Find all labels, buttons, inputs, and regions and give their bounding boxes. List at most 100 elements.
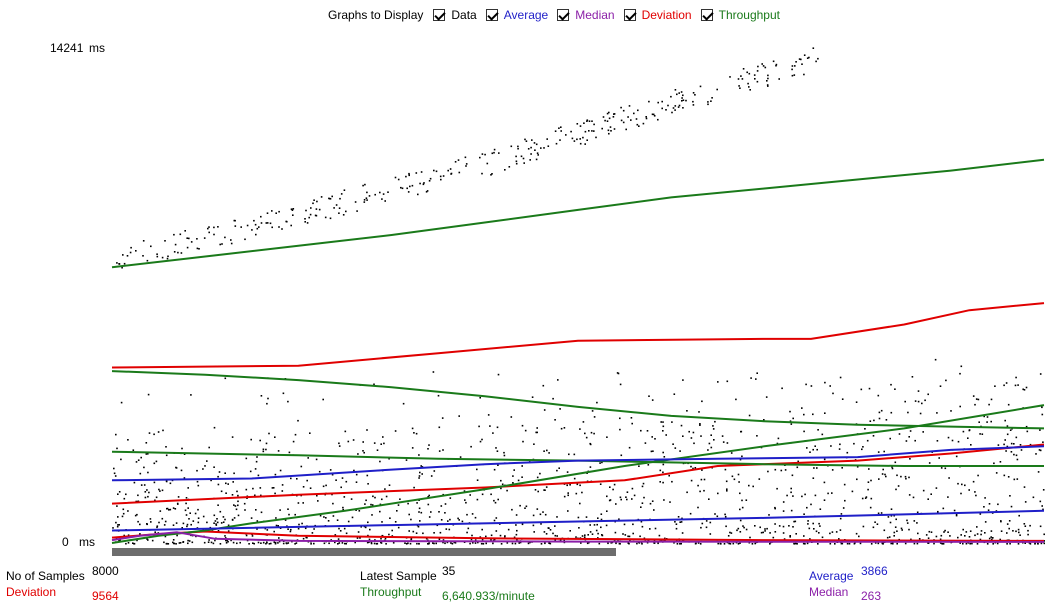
data-toggle[interactable]: Data: [433, 8, 477, 22]
data-point: [379, 510, 381, 513]
data-point: [939, 538, 942, 541]
data-point: [742, 68, 745, 70]
data-point: [924, 399, 926, 402]
data-point: [517, 147, 519, 150]
data-point: [917, 400, 920, 403]
data-point: [747, 82, 749, 85]
data-point: [256, 456, 258, 458]
throughput-toggle[interactable]: Throughput: [700, 8, 780, 22]
data-point: [812, 413, 814, 416]
data-point: [556, 469, 558, 472]
throughput-checkbox-icon[interactable]: [700, 9, 713, 21]
data-point: [576, 138, 578, 141]
data-point: [778, 525, 781, 527]
data-point: [363, 201, 366, 203]
data-point: [329, 197, 331, 200]
data-point: [521, 465, 523, 467]
data-point: [355, 473, 358, 476]
data-point: [519, 504, 521, 507]
data-point: [113, 472, 116, 475]
data-point: [712, 425, 714, 427]
data-point: [774, 506, 776, 509]
data-point: [759, 526, 761, 529]
data-point: [425, 191, 428, 193]
average-checkbox-icon[interactable]: [485, 9, 498, 21]
data-point: [641, 485, 644, 488]
data-point: [332, 502, 334, 505]
data-point: [589, 524, 591, 526]
data-point: [146, 538, 148, 540]
data-point: [245, 457, 248, 460]
data-point: [342, 508, 344, 511]
data-point: [328, 197, 330, 200]
data-point: [801, 495, 803, 498]
data-point: [146, 523, 148, 525]
data-point: [379, 460, 381, 463]
data-point: [181, 447, 183, 450]
data-point: [304, 221, 306, 223]
data-point: [481, 528, 483, 531]
data-point: [313, 528, 315, 530]
data-point: [917, 532, 919, 535]
data-point: [983, 415, 985, 418]
data-point: [399, 498, 401, 500]
data-point: [815, 530, 818, 533]
data-point: [549, 542, 552, 545]
data-point: [625, 128, 627, 131]
data-point: [382, 193, 385, 195]
data-point: [959, 405, 961, 408]
data-point: [585, 436, 588, 439]
data-point: [430, 475, 433, 477]
data-point: [597, 537, 599, 539]
data-point: [972, 480, 975, 483]
data-point: [925, 534, 928, 536]
data-point: [627, 116, 629, 118]
data-point: [273, 541, 276, 543]
data-point: [512, 475, 514, 477]
data-point: [794, 65, 796, 67]
data-point: [986, 416, 989, 418]
data-point: [459, 456, 462, 458]
data-point: [405, 175, 407, 178]
data-point: [943, 531, 945, 533]
data-point: [750, 377, 752, 379]
data-point: [579, 484, 581, 487]
data-point: [630, 417, 633, 419]
data-point: [540, 523, 542, 525]
graph-scrollbar[interactable]: [112, 548, 616, 556]
data-point: [225, 539, 227, 542]
data-point: [1024, 542, 1026, 544]
average-line: [111, 445, 1045, 482]
deviation-toggle[interactable]: Deviation: [623, 8, 692, 22]
data-point: [1035, 453, 1037, 455]
data-point: [907, 411, 909, 414]
data-point: [479, 156, 481, 159]
data-point: [432, 542, 434, 544]
data-point: [558, 127, 560, 129]
data-point: [271, 210, 273, 212]
data-point: [543, 489, 545, 491]
data-point: [876, 523, 879, 525]
data-point: [697, 484, 699, 487]
data-point: [367, 534, 369, 537]
data-point: [941, 543, 943, 545]
data-point: [997, 503, 999, 506]
data-point: [738, 481, 740, 483]
data-point: [147, 471, 149, 474]
median-checkbox-icon[interactable]: [557, 9, 570, 21]
data-point: [323, 516, 325, 518]
data-point: [537, 154, 539, 156]
data-point: [586, 542, 589, 545]
y-min-value: 0: [62, 535, 69, 549]
deviation-checkbox-icon[interactable]: [623, 9, 636, 21]
average-toggle[interactable]: Average: [485, 8, 548, 22]
data-point: [322, 485, 325, 488]
data-point: [397, 526, 400, 529]
data-point: [679, 521, 681, 523]
data-point: [741, 499, 743, 502]
data-checkbox-icon[interactable]: [433, 9, 446, 21]
data-point: [796, 543, 798, 545]
median-toggle[interactable]: Median: [557, 8, 615, 22]
data-point: [911, 376, 914, 378]
data-point: [610, 130, 612, 132]
